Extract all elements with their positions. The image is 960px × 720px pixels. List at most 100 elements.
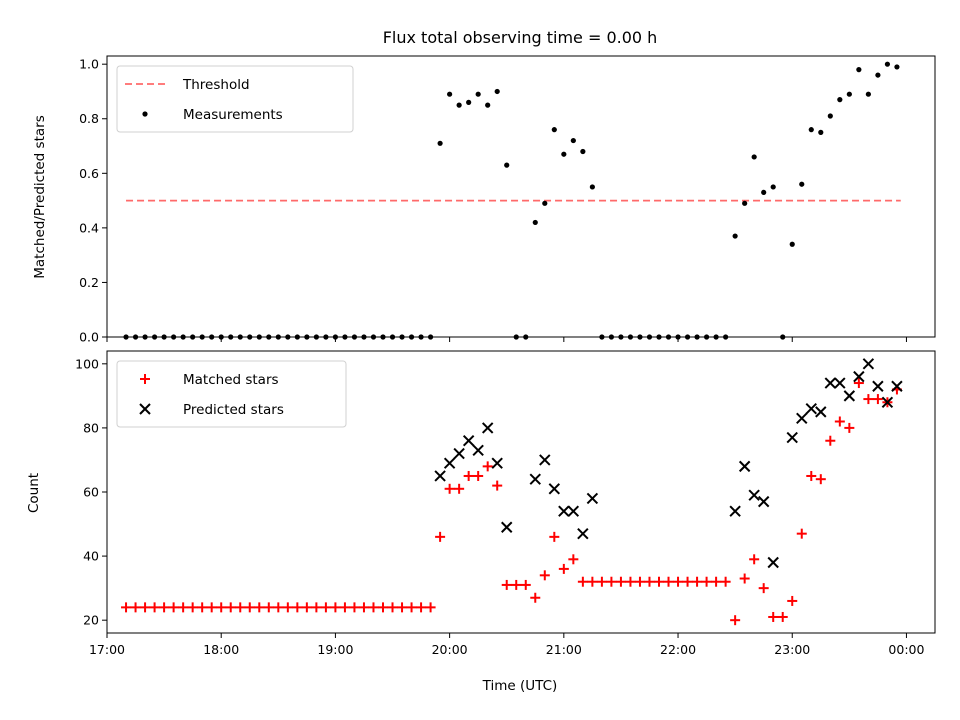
matched-star-point [825,435,836,446]
measurement-point [723,334,729,340]
matched-star-point [320,602,331,613]
predicted-star-point [881,396,894,408]
x-tick-label: 19:00 [317,642,353,657]
matched-star-point [425,602,436,613]
predicted-star-point [481,422,494,434]
measurement-point [627,334,634,340]
matched-star-point [140,602,151,613]
measurement-point [304,334,310,340]
matched-star-point [634,576,645,587]
measurement-point [180,334,186,340]
matched-star-point [235,602,246,613]
measurement-point [542,200,548,206]
top-plot-area [123,61,901,340]
predicted-star-point [891,380,903,392]
predicted-star-point [462,435,475,447]
matched-star-point [178,602,189,613]
predicted-legend-swatch [139,403,151,415]
measurement-point [732,233,738,239]
matched-star-point [625,576,636,587]
measurement-point [370,334,377,340]
x-tick-label: 18:00 [203,642,239,657]
matched-star-point [692,576,703,587]
matched-star-point [796,528,807,539]
measurement-point [190,334,196,340]
measurement-point [313,334,319,340]
measurement-point [770,184,776,190]
matched-star-point [711,576,722,587]
matched-star-point [530,592,541,603]
matched-star-point [263,602,274,613]
matched-star-point [187,602,198,613]
matched-star-point [768,611,779,622]
measurement-point [884,61,891,67]
x-tick-label: 00:00 [888,642,924,657]
matched-star-point [463,470,474,481]
matched-star-point [454,483,465,494]
matched-star-point [806,470,817,481]
predicted-star-point [767,556,779,569]
matched-star-point [511,579,522,590]
predicted-star-point [472,444,484,457]
bottom-plot-area [121,358,903,626]
predicted-star-point [815,406,827,418]
predicted-star-point [862,358,875,370]
matched-star-point [587,576,598,587]
matched-star-point [406,602,417,613]
predicted-star-point [738,460,751,473]
measurement-point [694,334,700,340]
bottom-legend: Matched stars Predicted stars [116,360,347,428]
matched-star-point [482,461,493,472]
predicted-star-point [824,377,837,389]
predicted-star-point [443,457,456,469]
measurement-point [323,334,329,340]
matched-star-point [673,576,684,587]
matched-star-point [473,470,484,481]
matched-star-point [378,602,388,613]
matched-star-point [435,531,446,542]
matched-star-point [301,602,312,613]
bottom-x-axis: 17:00 18:00 19:00 20:00 21:00 22:00 23:00 00:00 [89,633,925,657]
measurement-point [827,113,833,119]
matched-star-point [853,378,864,389]
measurement-point [218,334,224,340]
predicted-star-point [491,457,503,469]
measurement-point [266,334,272,340]
measurement-point [485,102,491,108]
x-axis-label: Time (UTC) [482,678,558,694]
matched-star-point [682,576,693,587]
matched-star-point [254,602,265,613]
measurement-point [875,72,881,78]
bottom-y-axis-label: Count [26,473,42,513]
y-tick-label: 1.0 [79,57,99,72]
matched-star-point [844,422,855,433]
measurement-point [703,334,710,340]
matched-star-point [834,416,845,427]
legend-label: Predicted stars [183,402,284,418]
measurement-point [466,99,472,105]
measurement-point [789,241,795,247]
measurement-point [637,334,643,340]
measurement-point [294,334,300,340]
measurement-point [151,334,158,340]
matched-star-point [273,602,284,613]
x-tick-label: 23:00 [774,642,810,657]
measurement-point [618,334,624,340]
predicted-star-point [872,380,884,392]
predicted-star-point [529,473,541,485]
matched-star-point [339,602,350,613]
matched-star-point [358,602,369,613]
matched-star-point [130,602,141,613]
y-tick-label: 80 [83,420,99,435]
matched-star-point [416,602,427,613]
matched-star-point [206,602,217,613]
measurement-point [447,91,453,97]
matched-star-point [444,483,455,494]
measurement-point [551,127,557,133]
measurement-point [523,334,529,340]
matched-star-point [730,615,741,626]
x-tick-label: 22:00 [660,642,696,657]
legend-label: Matched stars [183,372,279,388]
y-tick-label: 0.2 [79,275,99,290]
